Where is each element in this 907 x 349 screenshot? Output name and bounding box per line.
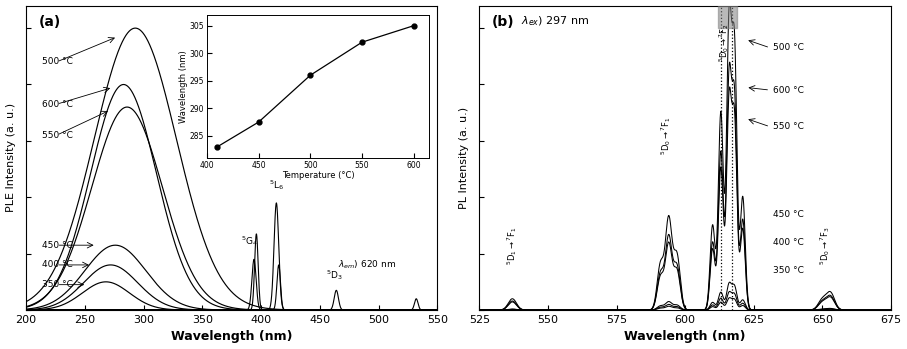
Text: 400 °C: 400 °C bbox=[43, 260, 73, 269]
Text: (b): (b) bbox=[492, 15, 514, 29]
Text: $\lambda_{em}$) 620 nm: $\lambda_{em}$) 620 nm bbox=[337, 258, 396, 270]
Text: 350 °C: 350 °C bbox=[43, 280, 73, 289]
Text: 550 °C: 550 °C bbox=[43, 131, 73, 140]
Text: $^5$D$_3$: $^5$D$_3$ bbox=[326, 268, 342, 282]
X-axis label: Wavelength (nm): Wavelength (nm) bbox=[171, 331, 292, 343]
X-axis label: Wavelength (nm): Wavelength (nm) bbox=[624, 331, 746, 343]
Text: 500 °C: 500 °C bbox=[43, 58, 73, 66]
Text: 600 °C: 600 °C bbox=[43, 100, 73, 109]
Text: $^5$D$_0$$\to$$^7$F$_3$: $^5$D$_0$$\to$$^7$F$_3$ bbox=[818, 226, 832, 265]
Text: 400 °C: 400 °C bbox=[773, 238, 804, 247]
Text: $^5$D$_1$$\to$$^7$F$_1$: $^5$D$_1$$\to$$^7$F$_1$ bbox=[505, 226, 520, 265]
Y-axis label: PLE Intensity (a. u.): PLE Intensity (a. u.) bbox=[5, 103, 15, 212]
Text: $^5$G$_4$: $^5$G$_4$ bbox=[240, 234, 258, 248]
Text: $^5$L$_6$: $^5$L$_6$ bbox=[268, 178, 284, 192]
Text: 450 °C: 450 °C bbox=[43, 241, 73, 250]
Text: 500 °C: 500 °C bbox=[773, 43, 804, 52]
Text: 550 °C: 550 °C bbox=[773, 122, 804, 131]
Text: $^5$D$_0$$\to$$^7$F$_1$: $^5$D$_0$$\to$$^7$F$_1$ bbox=[659, 116, 673, 155]
Text: $^5$D$_0$$\to$$^7$F$_2$: $^5$D$_0$$\to$$^7$F$_2$ bbox=[717, 23, 730, 62]
Text: 600 °C: 600 °C bbox=[773, 86, 804, 95]
Text: (a): (a) bbox=[38, 15, 61, 29]
Y-axis label: PL Intensity (a. u.): PL Intensity (a. u.) bbox=[459, 107, 469, 209]
Text: 350 °C: 350 °C bbox=[773, 266, 804, 275]
Text: $\lambda_{ex}$) 297 nm: $\lambda_{ex}$) 297 nm bbox=[521, 15, 589, 28]
Text: 450 °C: 450 °C bbox=[773, 210, 804, 219]
